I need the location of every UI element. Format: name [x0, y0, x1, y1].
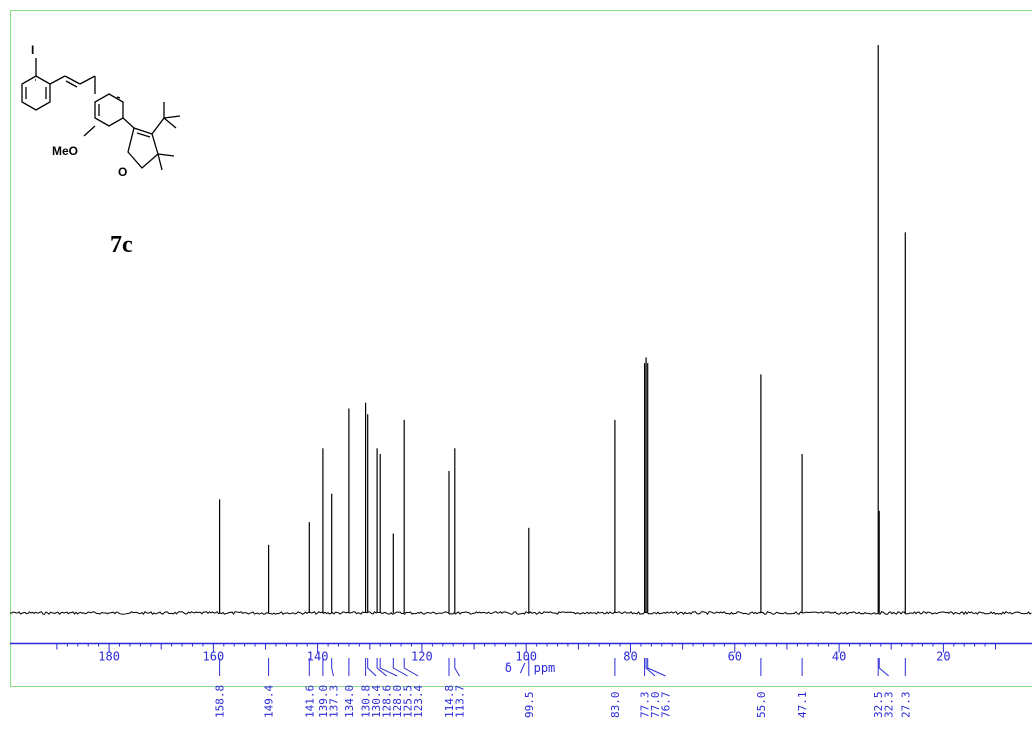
peak-label: 27.3 — [899, 692, 912, 719]
peak-leader-line — [878, 658, 890, 677]
iodine-atom-label: I — [31, 43, 34, 57]
peak-label: 55.0 — [755, 692, 768, 719]
tick-label: 40 — [832, 650, 846, 664]
peak-leader-line — [403, 658, 419, 677]
peak-label: 32.5 — [872, 692, 885, 719]
peak-label: 128.6 — [381, 685, 394, 718]
peak-label: 134.0 — [343, 685, 356, 718]
tick-label: 180 — [98, 650, 120, 664]
peak-label: 130.8 — [360, 685, 373, 718]
spectrum-trace — [9, 45, 1032, 616]
peak-label: 123.4 — [412, 685, 425, 718]
peak-label: 137.3 — [327, 685, 340, 718]
peak-label: 47.1 — [796, 692, 809, 719]
methoxy-label: MeO — [52, 144, 78, 158]
peak-leader-line — [367, 658, 377, 677]
peak-label: 113.7 — [454, 685, 467, 718]
peak-label: 125.5 — [402, 685, 415, 718]
oxygen-atom-label: O — [118, 165, 127, 179]
peak-label: 149.4 — [263, 685, 276, 718]
peak-leader-line — [392, 658, 408, 677]
peak-label: 141.6 — [303, 685, 316, 718]
tick-label: 20 — [936, 650, 950, 664]
peak-label: 139.0 — [317, 685, 330, 718]
tick-label: 100 — [515, 650, 537, 664]
baseline-noise — [9, 610, 1032, 616]
tick-label: 60 — [728, 650, 742, 664]
peak-label: 76.7 — [660, 692, 673, 719]
peak-leader-line — [647, 658, 666, 677]
x-axis: 180 160 140 120 100 80 60 40 20 — [10, 642, 1032, 664]
peak-label: 99.5 — [523, 692, 536, 719]
peak-label: 32.3 — [883, 692, 896, 719]
peak-label: 158.8 — [214, 685, 227, 718]
tick-label: 80 — [623, 650, 637, 664]
molecule-structure — [21, 58, 181, 171]
tick-label: 120 — [411, 650, 433, 664]
peak-leader-line — [376, 658, 387, 677]
tick-label: 160 — [203, 650, 225, 664]
peak-label: 77.0 — [649, 692, 662, 719]
peak-leader-line — [379, 658, 398, 677]
peak-label: 83.0 — [609, 692, 622, 719]
tick-label: 140 — [307, 650, 329, 664]
peak-label: 114.8 — [443, 685, 456, 718]
peak-leader-line — [454, 658, 460, 677]
peak-label: 77.3 — [639, 692, 652, 719]
peak-label: 128.0 — [391, 685, 404, 718]
compound-label: 7c — [110, 232, 133, 258]
peak-leader-line — [331, 658, 334, 677]
peak-leader-line — [645, 658, 656, 677]
x-axis-label: δ / ppm — [505, 661, 556, 675]
peak-label: 130.4 — [370, 685, 383, 718]
plot-frame — [10, 10, 1032, 687]
